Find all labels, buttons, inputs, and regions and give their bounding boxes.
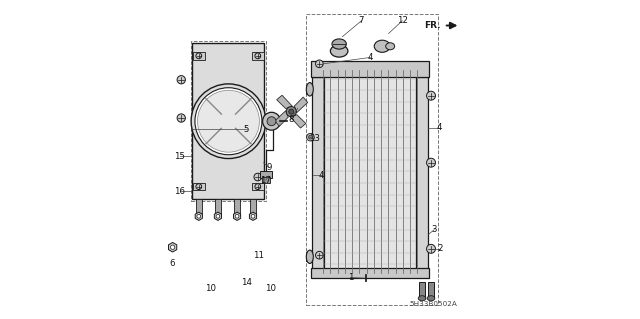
- Text: 5H33B0502A: 5H33B0502A: [410, 301, 457, 307]
- Bar: [250, 199, 256, 215]
- Circle shape: [251, 214, 255, 218]
- Circle shape: [308, 135, 312, 139]
- Circle shape: [198, 90, 259, 152]
- Bar: [260, 171, 271, 178]
- Text: 4: 4: [367, 53, 373, 62]
- Bar: [419, 282, 425, 298]
- Polygon shape: [275, 111, 288, 126]
- Circle shape: [426, 244, 435, 253]
- Ellipse shape: [386, 43, 395, 50]
- Circle shape: [289, 109, 294, 114]
- Bar: [306, 252, 311, 261]
- Text: 10: 10: [205, 284, 216, 293]
- Circle shape: [255, 53, 260, 59]
- Text: 15: 15: [174, 152, 185, 161]
- Polygon shape: [294, 97, 308, 113]
- Polygon shape: [168, 242, 177, 252]
- Bar: [365, 274, 366, 281]
- Circle shape: [235, 214, 239, 218]
- Text: 14: 14: [241, 278, 252, 287]
- Bar: [312, 77, 324, 270]
- Polygon shape: [250, 212, 257, 220]
- Text: 9: 9: [266, 163, 271, 172]
- Bar: [252, 52, 264, 60]
- Circle shape: [170, 245, 175, 249]
- Bar: [193, 183, 205, 190]
- Text: 8: 8: [288, 115, 293, 124]
- Circle shape: [191, 84, 266, 159]
- Text: 2: 2: [437, 244, 442, 253]
- Circle shape: [255, 184, 260, 189]
- Bar: [428, 282, 434, 298]
- Text: 12: 12: [397, 16, 408, 25]
- Ellipse shape: [332, 39, 346, 49]
- Circle shape: [196, 53, 202, 59]
- Bar: [234, 199, 240, 215]
- Circle shape: [196, 184, 202, 189]
- Bar: [252, 183, 264, 190]
- Circle shape: [307, 133, 314, 141]
- Circle shape: [262, 112, 280, 130]
- Ellipse shape: [374, 40, 390, 52]
- Bar: [306, 85, 311, 94]
- Polygon shape: [276, 95, 292, 108]
- Text: 11: 11: [253, 251, 264, 260]
- Text: 6: 6: [170, 259, 175, 268]
- Circle shape: [254, 173, 262, 181]
- Circle shape: [316, 251, 323, 259]
- Text: 3: 3: [431, 225, 437, 234]
- Circle shape: [426, 158, 435, 167]
- Bar: [311, 61, 429, 77]
- Text: 10: 10: [265, 284, 276, 293]
- Bar: [215, 199, 221, 215]
- Circle shape: [267, 117, 276, 126]
- Circle shape: [177, 114, 186, 122]
- Circle shape: [216, 214, 220, 218]
- Text: 1: 1: [348, 273, 353, 282]
- Circle shape: [177, 76, 186, 84]
- Circle shape: [195, 88, 262, 155]
- Bar: [193, 43, 264, 199]
- Bar: [323, 67, 417, 276]
- Text: 17: 17: [260, 176, 271, 185]
- Ellipse shape: [307, 250, 314, 263]
- Bar: [306, 14, 438, 305]
- Bar: [416, 77, 428, 270]
- Polygon shape: [234, 212, 241, 220]
- Text: 16: 16: [174, 187, 185, 196]
- Bar: [193, 52, 205, 60]
- Polygon shape: [291, 115, 306, 128]
- Polygon shape: [214, 212, 221, 220]
- Ellipse shape: [419, 296, 426, 301]
- Text: 13: 13: [308, 134, 320, 143]
- Bar: [196, 199, 202, 215]
- Polygon shape: [195, 212, 202, 220]
- Bar: [262, 177, 269, 183]
- Text: 5: 5: [244, 125, 250, 134]
- Text: 4: 4: [437, 123, 442, 132]
- Text: 7: 7: [359, 16, 364, 25]
- Circle shape: [316, 60, 323, 68]
- Ellipse shape: [330, 45, 348, 57]
- Circle shape: [197, 214, 201, 218]
- Circle shape: [286, 107, 296, 117]
- Bar: [191, 41, 266, 201]
- Text: 4: 4: [319, 171, 324, 180]
- Ellipse shape: [307, 83, 314, 96]
- Ellipse shape: [427, 296, 435, 301]
- Bar: [311, 268, 429, 278]
- Text: FR.: FR.: [424, 21, 440, 30]
- Circle shape: [426, 91, 435, 100]
